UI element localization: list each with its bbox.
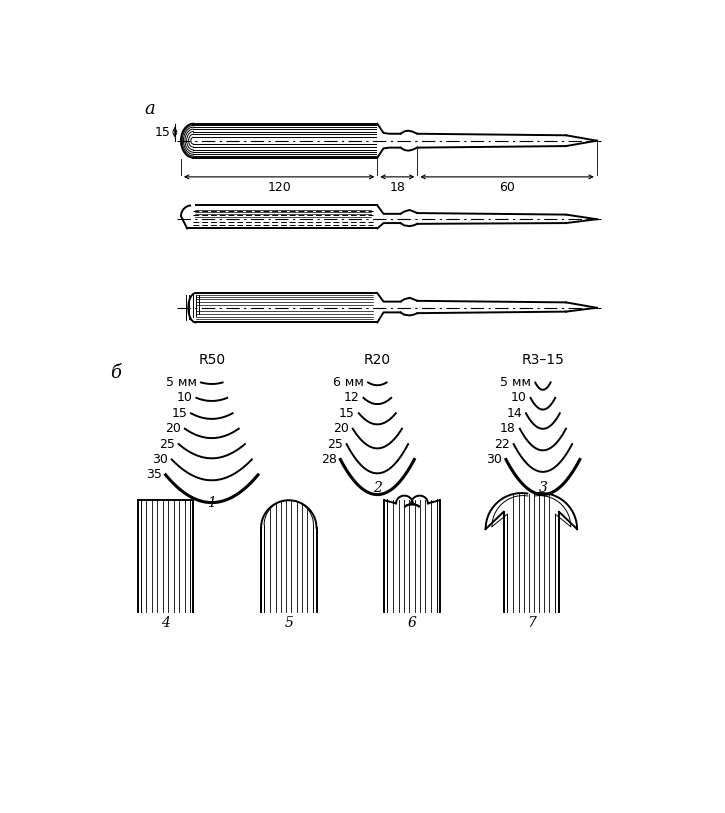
Text: 28: 28 bbox=[320, 453, 336, 466]
Text: 5 мм: 5 мм bbox=[500, 376, 531, 389]
Text: 30: 30 bbox=[486, 453, 502, 466]
Text: 10: 10 bbox=[177, 391, 193, 404]
Text: 30: 30 bbox=[152, 453, 168, 466]
Text: R20: R20 bbox=[364, 353, 391, 367]
Text: 3: 3 bbox=[539, 481, 547, 495]
Text: 35: 35 bbox=[146, 468, 162, 481]
Text: 25: 25 bbox=[159, 437, 175, 450]
Text: 18: 18 bbox=[500, 422, 516, 435]
Text: 10: 10 bbox=[511, 391, 527, 404]
Text: 5 мм: 5 мм bbox=[166, 376, 197, 389]
Text: 22: 22 bbox=[494, 437, 510, 450]
Text: 4: 4 bbox=[161, 616, 170, 630]
Text: R3–15: R3–15 bbox=[521, 353, 564, 367]
Text: 60: 60 bbox=[499, 181, 515, 194]
Text: 2: 2 bbox=[373, 481, 382, 495]
Text: 15: 15 bbox=[171, 406, 187, 420]
Text: 15: 15 bbox=[155, 126, 171, 139]
Text: R50: R50 bbox=[198, 353, 225, 367]
Text: 6 мм: 6 мм bbox=[334, 376, 364, 389]
Text: 20: 20 bbox=[333, 422, 349, 435]
Text: б: б bbox=[110, 364, 121, 382]
Text: 20: 20 bbox=[165, 422, 181, 435]
Text: 15: 15 bbox=[339, 406, 355, 420]
Text: 120: 120 bbox=[268, 181, 291, 194]
Text: 7: 7 bbox=[527, 616, 536, 630]
Text: 6: 6 bbox=[407, 616, 416, 630]
Text: 5: 5 bbox=[284, 616, 293, 630]
Text: 1: 1 bbox=[207, 497, 216, 511]
Text: 14: 14 bbox=[506, 406, 522, 420]
Text: а: а bbox=[145, 99, 156, 118]
Text: 25: 25 bbox=[327, 437, 343, 450]
Text: 12: 12 bbox=[344, 391, 360, 404]
Text: 18: 18 bbox=[389, 181, 405, 194]
